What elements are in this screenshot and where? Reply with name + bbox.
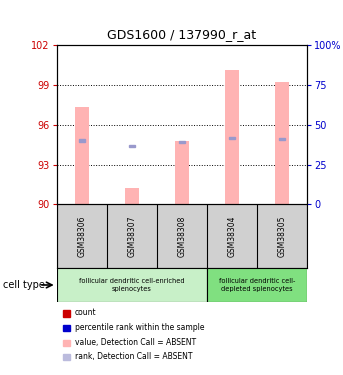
Text: value, Detection Call = ABSENT: value, Detection Call = ABSENT [75,338,196,346]
Text: follicular dendritic cell-
depleted splenocytes: follicular dendritic cell- depleted sple… [219,278,295,292]
Bar [57,268,207,302]
Bar [275,82,289,204]
Bar [207,268,307,302]
Text: GSM38307: GSM38307 [127,216,136,257]
Bar [279,138,285,141]
Bar [79,140,85,142]
Bar [225,70,239,204]
Text: GSM38305: GSM38305 [277,216,286,257]
Text: percentile rank within the sample: percentile rank within the sample [75,323,204,332]
Text: GSM38306: GSM38306 [77,216,86,257]
Bar [129,145,135,147]
Text: GSM38308: GSM38308 [177,216,186,257]
Text: rank, Detection Call = ABSENT: rank, Detection Call = ABSENT [75,352,192,361]
Bar [179,141,185,143]
Text: follicular dendritic cell-enriched
splenocytes: follicular dendritic cell-enriched splen… [79,278,185,292]
Text: count: count [75,308,96,317]
Bar [75,107,88,204]
Text: cell type: cell type [3,280,45,290]
Bar [229,137,235,139]
Bar [175,141,189,204]
Bar [125,188,139,204]
Text: GSM38304: GSM38304 [227,216,236,257]
Title: GDS1600 / 137990_r_at: GDS1600 / 137990_r_at [107,28,256,41]
